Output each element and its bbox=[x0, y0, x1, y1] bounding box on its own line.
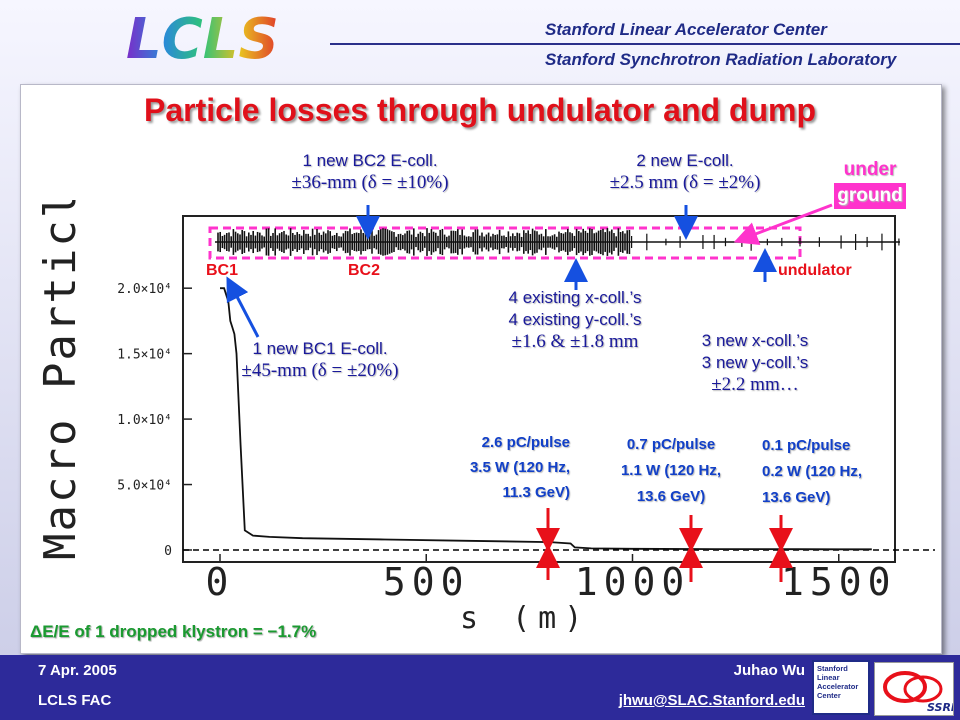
ssrl-logo: SSRL bbox=[874, 662, 958, 716]
bc2-coll-note: 1 new BC2 E-coll. ±36-mm (δ = ±10%) bbox=[250, 150, 490, 194]
bc1-coll-line2: ±45-mm (δ = ±20%) bbox=[241, 360, 399, 381]
footer-bar bbox=[0, 655, 960, 720]
loss-curve bbox=[220, 287, 872, 551]
footer-event: LCLS FAC bbox=[38, 692, 112, 709]
pulse1-line3: 11.3 GeV) bbox=[502, 484, 570, 501]
underground-line2: ground bbox=[834, 183, 906, 209]
tag-bc1: BC1 bbox=[206, 262, 239, 279]
existing-coll-line1: 4 existing x-coll.’s bbox=[508, 288, 642, 307]
beamline-strip bbox=[215, 228, 900, 256]
y-axis-label: Macro Particles bbox=[35, 200, 86, 560]
org-slac: Stanford Linear Accelerator Center bbox=[545, 20, 827, 39]
underground-note: under ground bbox=[820, 157, 920, 209]
y-ticks: 0 5.0×10⁴ 1.0×10⁴ 1.5×10⁴ 2.0×10⁴ bbox=[117, 282, 192, 559]
slide-title: Particle losses through undulator and du… bbox=[143, 92, 817, 128]
bc1-coll-line1: 1 new BC1 E-coll. bbox=[252, 339, 388, 358]
new-xy-coll-line2: 3 new y-coll.’s bbox=[701, 353, 809, 372]
org-ssrl: Stanford Synchrotron Radiation Laborator… bbox=[545, 50, 897, 69]
pulse2-line3: 13.6 GeV) bbox=[636, 488, 706, 505]
existing-coll-line3: ±1.6 & ±1.8 mm bbox=[511, 331, 639, 352]
footer-author: Juhao Wu bbox=[733, 662, 805, 679]
pulse3-line1: 0.1 pC/pulse bbox=[762, 437, 851, 454]
underground-line1: under bbox=[843, 159, 897, 180]
loss-chart: Macro Particles 0 5.0×10⁴ 1.0×10⁴ 1.5×10⁴ 2.… bbox=[35, 200, 935, 636]
pulse1-note: 2.6 pC/pulse 3.5 W (120 Hz, 11.3 GeV) bbox=[412, 430, 570, 505]
arrow-underground bbox=[733, 203, 833, 245]
bc2-coll-line1: 1 new BC2 E-coll. bbox=[302, 151, 438, 170]
x-tick-label: 0 bbox=[206, 560, 235, 604]
bc1-coll-note: 1 new BC1 E-coll. ±45-mm (δ = ±20%) bbox=[205, 338, 435, 382]
x-tick-label: 500 bbox=[383, 560, 470, 604]
arrow-bc1-coll bbox=[226, 276, 260, 338]
slac-footer-logo: Stanford Linear Accelerator Center bbox=[812, 660, 870, 715]
header-divider bbox=[330, 43, 960, 45]
bc2-coll-line2: ±36-mm (δ = ±10%) bbox=[291, 172, 449, 193]
e-coll-line2: ±2.5 mm (δ = ±2%) bbox=[609, 172, 761, 193]
new-xy-coll-line3: ±2.2 mm… bbox=[711, 374, 799, 395]
footer-email[interactable]: jhwu@SLAC.Stanford.edu bbox=[618, 692, 805, 709]
footer-date: 7 Apr. 2005 bbox=[38, 662, 117, 679]
pulse3-note: 0.1 pC/pulse 0.2 W (120 Hz, 13.6 GeV) bbox=[762, 433, 932, 511]
pulse1-line2: 3.5 W (120 Hz, bbox=[469, 459, 570, 476]
y-tick-label: 2.0×10⁴ bbox=[117, 282, 172, 297]
y-tick-label: 0 bbox=[164, 544, 172, 559]
pulse2-line1: 0.7 pC/pulse bbox=[626, 436, 716, 453]
existing-coll-note: 4 existing x-coll.’s 4 existing y-coll.’… bbox=[460, 287, 690, 353]
y-tick-label: 1.5×10⁴ bbox=[117, 348, 172, 363]
x-tick-label: 1500 bbox=[781, 560, 897, 604]
e-coll-line1: 2 new E-coll. bbox=[636, 151, 734, 170]
slac-footer-logo-text: Stanford Linear Accelerator Center bbox=[817, 664, 859, 700]
new-xy-coll-line1: 3 new x-coll.’s bbox=[701, 331, 809, 350]
new-xy-coll-note: 3 new x-coll.’s 3 new y-coll.’s ±2.2 mm… bbox=[665, 330, 845, 396]
ssrl-logo-text: SSRL bbox=[927, 701, 953, 714]
pulse3-line3: 13.6 GeV) bbox=[762, 489, 831, 506]
pulse2-note: 0.7 pC/pulse 1.1 W (120 Hz, 13.6 GeV) bbox=[592, 432, 750, 510]
existing-coll-line2: 4 existing y-coll.’s bbox=[508, 310, 642, 329]
y-tick-label: 1.0×10⁴ bbox=[117, 413, 172, 428]
x-ticks: 0 500 1000 1500 bbox=[206, 554, 897, 604]
lcls-logo: LCLS bbox=[120, 6, 280, 72]
e-coll-note: 2 new E-coll. ±2.5 mm (δ = ±2%) bbox=[565, 150, 805, 194]
pulse3-line2: 0.2 W (120 Hz, bbox=[762, 463, 863, 480]
lcls-logo-text: LCLS bbox=[126, 7, 279, 68]
klystron-note: ΔE/E of 1 dropped klystron = −1.7% bbox=[30, 622, 317, 641]
tag-undulator: undulator bbox=[778, 262, 852, 279]
x-axis-label: s (m) bbox=[460, 601, 590, 636]
y-tick-label: 5.0×10⁴ bbox=[117, 479, 172, 494]
pulse2-line2: 1.1 W (120 Hz, bbox=[620, 462, 722, 479]
pulse1-line1: 2.6 pC/pulse bbox=[481, 434, 570, 451]
tag-bc2: BC2 bbox=[348, 262, 381, 279]
x-tick-label: 1000 bbox=[575, 560, 691, 604]
